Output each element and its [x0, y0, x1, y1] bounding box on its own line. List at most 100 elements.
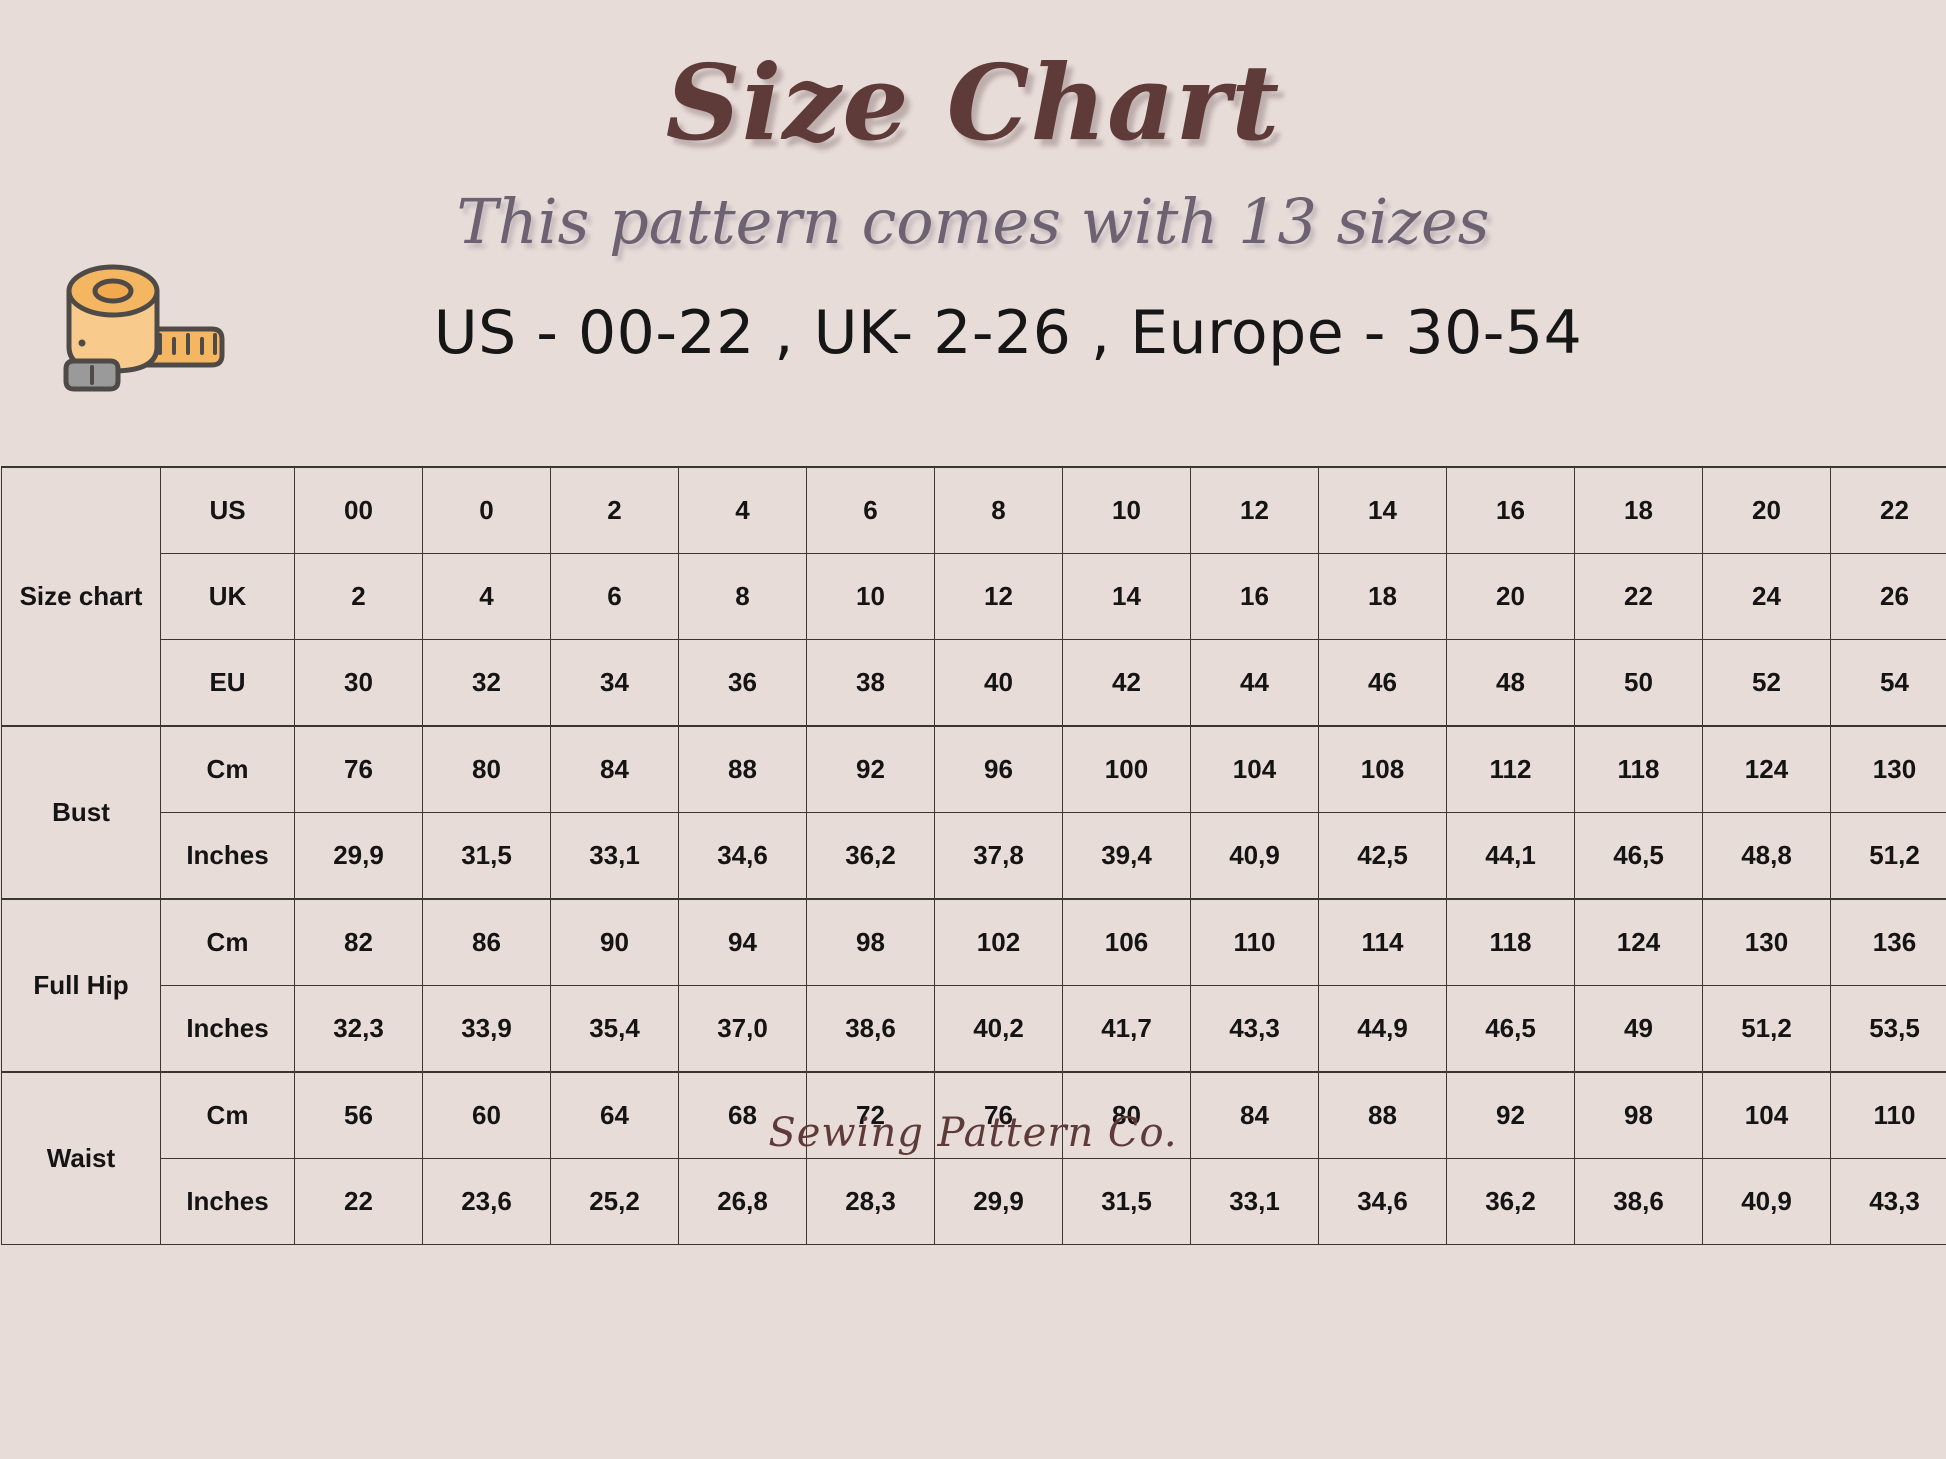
table-cell: 51,2 [1830, 812, 1946, 900]
table-cell: 4 [422, 553, 551, 640]
table-cell: 44,1 [1446, 812, 1575, 900]
table-cell: 84 [1190, 1071, 1319, 1159]
table-cell: 2 [550, 466, 679, 554]
table-cell: 68 [678, 1071, 807, 1159]
table-cell: 12 [1190, 466, 1319, 554]
unit-label: UK [160, 553, 295, 640]
table-cell: 46,5 [1574, 812, 1703, 900]
table-cell: 4 [678, 466, 807, 554]
table-row: Inches 32,3 33,9 35,4 37,0 38,6 40,2 41,7 43,3 44… [2, 985, 1946, 1073]
table-cell: 52 [1702, 639, 1831, 727]
table-cell: 22 [294, 1158, 423, 1245]
table-cell: 00 [294, 466, 423, 554]
table-cell: 102 [934, 898, 1063, 986]
table-cell: 12 [934, 553, 1063, 640]
table-cell: 42 [1062, 639, 1191, 727]
table-cell: 36,2 [806, 812, 935, 900]
table-cell: 54 [1830, 639, 1946, 727]
table-cell: 10 [1062, 466, 1191, 554]
table-cell: 33,1 [550, 812, 679, 900]
unit-label: EU [160, 639, 295, 727]
table-cell: 72 [806, 1071, 935, 1159]
table-cell: 130 [1702, 898, 1831, 986]
table-cell: 34 [550, 639, 679, 727]
unit-label: Inches [160, 1158, 295, 1245]
table-cell: 44,9 [1318, 985, 1447, 1073]
table-cell: 24 [1702, 553, 1831, 640]
table-cell: 33,9 [422, 985, 551, 1073]
table-cell: 8 [934, 466, 1063, 554]
table-cell: 35,4 [550, 985, 679, 1073]
table-cell: 34,6 [678, 812, 807, 900]
table-cell: 38,6 [1574, 1158, 1703, 1245]
table-cell: 80 [422, 725, 551, 813]
table-cell: 51,2 [1702, 985, 1831, 1073]
table-cell: 18 [1318, 553, 1447, 640]
table-cell: 33,1 [1190, 1158, 1319, 1245]
unit-label: Cm [160, 898, 295, 986]
table-cell: 20 [1446, 553, 1575, 640]
table-cell: 34,6 [1318, 1158, 1447, 1245]
table-cell: 124 [1702, 725, 1831, 813]
table-cell: 16 [1446, 466, 1575, 554]
table-cell: 29,9 [294, 812, 423, 900]
table-cell: 108 [1318, 725, 1447, 813]
table-cell: 41,7 [1062, 985, 1191, 1073]
size-chart-table: Size chart US 00 0 2 4 6 8 10 12 14 16 18 20 22 UK 2 4 6 8 1… [1, 466, 1946, 1245]
table-cell: 118 [1446, 898, 1575, 986]
table-row: Bust Cm 76 80 84 88 92 96 100 104 108 112 118 124 130 [1, 725, 1946, 900]
table-cell: 106 [1062, 898, 1191, 986]
unit-label: Cm [160, 725, 295, 813]
table-cell: 53,5 [1830, 985, 1946, 1073]
table-cell: 48 [1446, 639, 1575, 727]
table-cell: 40,9 [1190, 812, 1319, 900]
table-cell: 37,8 [934, 812, 1063, 900]
table-cell: 98 [806, 898, 935, 986]
page-title: Size Chart [665, 41, 1281, 164]
table-cell: 96 [934, 725, 1063, 813]
table-cell: 26,8 [678, 1158, 807, 1245]
table-cell: 124 [1574, 898, 1703, 986]
table-cell: 44 [1190, 639, 1319, 727]
table-cell: 39,4 [1062, 812, 1191, 900]
table-cell: 38,6 [806, 985, 935, 1073]
table-cell: 136 [1830, 898, 1946, 986]
table-cell: 84 [550, 725, 679, 813]
table-cell: 49 [1574, 985, 1703, 1073]
table-cell: 98 [1574, 1071, 1703, 1159]
table-cell: 6 [550, 553, 679, 640]
table-cell: 30 [294, 639, 423, 727]
row-group-label: Waist [1, 1071, 161, 1245]
table-cell: 94 [678, 898, 807, 986]
table-cell: 118 [1574, 725, 1703, 813]
table-cell: 130 [1830, 725, 1946, 813]
unit-label: US [160, 466, 295, 554]
table-cell: 46 [1318, 639, 1447, 727]
table-row: Inches 22 23,6 25,2 26,8 28,3 29,9 31,5 33,1 34,6… [2, 1158, 1946, 1245]
table-cell: 25,2 [550, 1158, 679, 1245]
table-cell: 60 [422, 1071, 551, 1159]
table-cell: 16 [1190, 553, 1319, 640]
table-cell: 14 [1318, 466, 1447, 554]
brand-footer: Sewing Pattern Co. [768, 1110, 1178, 1156]
table-cell: 2 [294, 553, 423, 640]
size-chart-table-wrapper: Size chart US 00 0 2 4 6 8 10 12 14 16 18 20 22 UK 2 4 6 8 1… [1, 466, 1946, 1245]
table-cell: 36 [678, 639, 807, 727]
table-cell: 82 [294, 898, 423, 986]
table-cell: 88 [1318, 1071, 1447, 1159]
table-row: UK 2 4 6 8 10 12 14 16 18 20 22 24 26 [2, 553, 1946, 640]
measuring-tape-icon [52, 243, 227, 393]
table-row: Full Hip Cm 82 86 90 94 98 102 106 110 114 118 124 13… [1, 898, 1946, 1073]
table-cell: 23,6 [422, 1158, 551, 1245]
table-row: Size chart US 00 0 2 4 6 8 10 12 14 16 18 20 22 [1, 466, 1946, 727]
table-cell: 26 [1830, 553, 1946, 640]
table-row: Inches 29,9 31,5 33,1 34,6 36,2 37,8 39,4 40,9 42… [2, 812, 1946, 900]
table-cell: 28,3 [806, 1158, 935, 1245]
table-cell: 31,5 [422, 812, 551, 900]
table-cell: 22 [1574, 553, 1703, 640]
page-subtitle: This pattern comes with 13 sizes [456, 185, 1490, 258]
table-cell: 8 [678, 553, 807, 640]
size-range-line: US - 00-22 , UK- 2-26 , Europe - 30-54 [433, 298, 1583, 368]
table-cell: 37,0 [678, 985, 807, 1073]
table-cell: 32 [422, 639, 551, 727]
